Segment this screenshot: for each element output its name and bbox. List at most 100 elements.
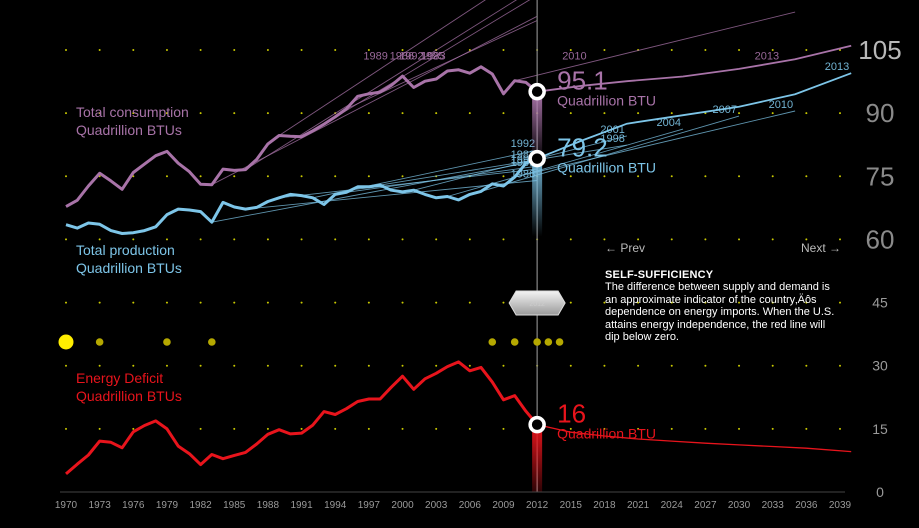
- grid-dot: [401, 112, 404, 115]
- next-button[interactable]: Next →: [800, 241, 841, 255]
- x-tick-label: 1970: [55, 500, 78, 511]
- grid-dot: [300, 175, 303, 178]
- y-tick-label: 30: [872, 358, 888, 374]
- timeline-dot[interactable]: [163, 338, 171, 346]
- consumption-readout-value: 95.1: [557, 66, 608, 96]
- grid-dot: [435, 301, 438, 304]
- grid-dot: [132, 427, 135, 430]
- x-tick-label: 2000: [391, 500, 414, 511]
- grid-dot: [266, 301, 269, 304]
- timeline-dot[interactable]: [533, 338, 541, 346]
- deficit-title: Energy Deficit: [76, 370, 163, 386]
- grid-dot: [569, 175, 572, 178]
- grid-dot: [233, 112, 236, 115]
- grid-dot: [165, 238, 168, 241]
- production-line: [65, 157, 538, 235]
- grid-dot: [65, 364, 67, 367]
- grid-dot: [266, 427, 269, 430]
- grid-dot: [132, 49, 135, 51]
- grid-dot: [670, 301, 673, 304]
- grid-dot: [738, 364, 741, 367]
- series-lines: [65, 65, 852, 476]
- grid-dot: [771, 427, 774, 430]
- grid-dot: [98, 49, 101, 51]
- y-tick-label: 105: [858, 35, 901, 65]
- grid-dot: [502, 364, 505, 367]
- grid-dot: [435, 238, 438, 241]
- timeline-dot[interactable]: [95, 338, 104, 346]
- projection-label: 1992: [399, 51, 423, 63]
- grid-dot: [569, 301, 572, 304]
- grid-dot: [637, 364, 640, 367]
- grid-dot: [771, 112, 774, 115]
- slider-handle-graphic[interactable]: 2012: [508, 290, 566, 316]
- grid-dot: [771, 238, 774, 241]
- grid-dot: [435, 364, 438, 367]
- grid-dot: [65, 49, 67, 51]
- grid-dot: [334, 364, 337, 367]
- deficit-readout-value: 16: [557, 399, 586, 429]
- grid-dot: [771, 49, 774, 51]
- grid-dot: [199, 238, 202, 241]
- deficit-point[interactable]: [528, 415, 546, 434]
- projection-label: 1983: [421, 51, 445, 63]
- grid-dot: [670, 238, 673, 241]
- production-point[interactable]: [528, 149, 546, 168]
- grid-dot: [199, 49, 202, 51]
- projection-label: 2010: [562, 51, 586, 63]
- grid-dot: [132, 301, 135, 304]
- grid-dot: [65, 427, 67, 430]
- consumption-line: [65, 65, 539, 208]
- grid-dot: [266, 364, 269, 367]
- grid-dot: [435, 427, 438, 430]
- projection-line: [211, 15, 538, 186]
- y-tick-label: 90: [866, 98, 895, 128]
- grid-dot: [98, 427, 101, 430]
- x-tick-label: 2018: [593, 500, 616, 511]
- timeline-dot[interactable]: [488, 338, 497, 346]
- grid-dot: [300, 364, 303, 367]
- grid-dot: [132, 238, 135, 241]
- grid-dot: [468, 238, 471, 241]
- production-unit-label: Quadrillion BTUs: [76, 260, 182, 276]
- grid-dot: [502, 301, 505, 304]
- grid-dot: [165, 112, 168, 115]
- consumption-point[interactable]: [528, 82, 546, 101]
- deficit-unit-label: Quadrillion BTUs: [76, 388, 182, 404]
- y-tick-label: 75: [866, 161, 895, 191]
- grid-dot: [367, 112, 370, 115]
- grid-dot: [637, 175, 640, 178]
- panel-nav: ← Prev Next →: [605, 241, 841, 255]
- grid-dot: [233, 49, 236, 51]
- timeline-dot[interactable]: [208, 338, 216, 346]
- timeline-dot[interactable]: [510, 338, 519, 346]
- projection-line: [480, 115, 740, 192]
- slider-handle[interactable]: [508, 290, 566, 316]
- x-tick-label: 1988: [257, 500, 280, 511]
- grid-dot: [603, 112, 606, 115]
- grid-dot: [738, 112, 741, 115]
- projection-line: [447, 128, 684, 197]
- slider-year-label: 2012: [529, 301, 545, 308]
- timeline-dot[interactable]: [555, 338, 564, 346]
- x-tick-label: 2033: [762, 500, 785, 511]
- grid-dot: [468, 427, 471, 430]
- prev-button[interactable]: ← Prev: [605, 241, 646, 255]
- grid-dot: [704, 364, 707, 367]
- grid-dot: [502, 175, 505, 178]
- axes: 1970 1973 1976 1979 1982 1985 1988 1991 1994 1997…: [55, 35, 902, 511]
- grid-dot: [805, 238, 808, 241]
- grid-dot: [233, 427, 236, 430]
- timeline-dot[interactable]: [544, 338, 553, 346]
- grid-dot: [670, 112, 673, 115]
- projection-label: 2013: [825, 61, 849, 73]
- grid-dot: [805, 175, 808, 178]
- y-tick-label: 60: [866, 224, 895, 254]
- timeline-dot[interactable]: [58, 334, 74, 350]
- grid-dot: [401, 49, 404, 51]
- grid-dot: [334, 49, 337, 51]
- projection-label: 2007: [713, 104, 737, 116]
- projection-label: 2004: [656, 117, 680, 129]
- grid-dot: [839, 112, 841, 115]
- grid-dot: [300, 301, 303, 304]
